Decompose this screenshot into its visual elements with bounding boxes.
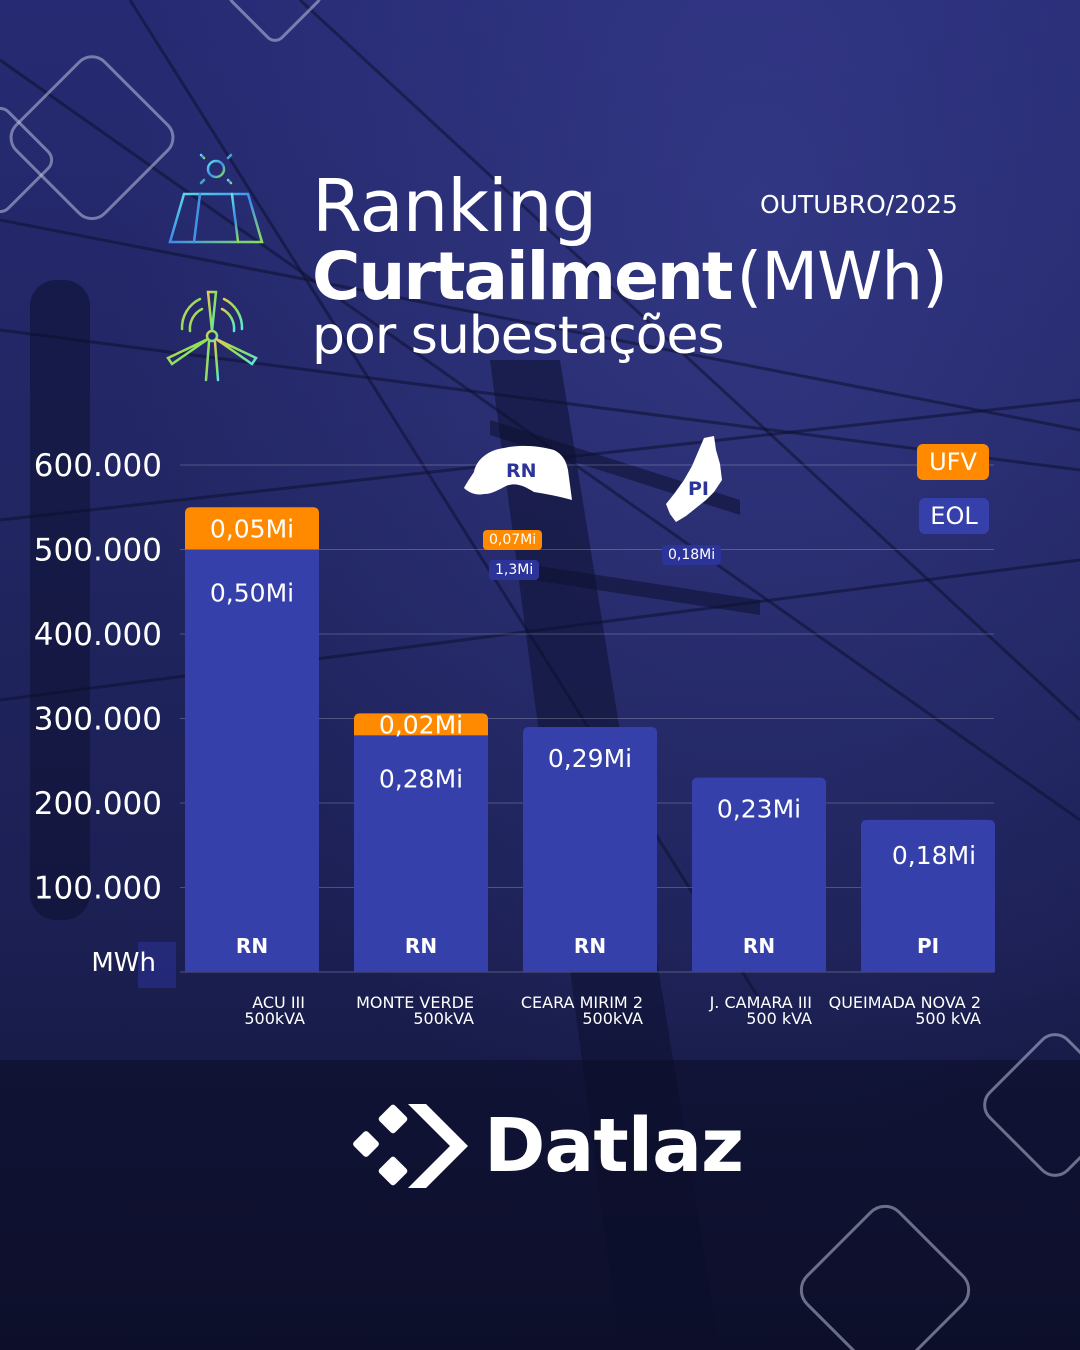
bar-eol [354, 735, 488, 972]
datlaz-logo: Datlaz [352, 1100, 744, 1192]
y-tick-label: 600.000 [34, 448, 162, 484]
title-block: Ranking Curtailment (MWh) por subestaçõe… [312, 164, 1012, 366]
title-ranking: Ranking [312, 164, 597, 248]
bar-ufv [185, 507, 319, 550]
pi-map-label: PI [688, 478, 709, 500]
datlaz-logo-icon [353, 1104, 468, 1188]
rn-ufv-total: 0,07Mi [483, 530, 543, 550]
bar-ufv [354, 713, 488, 736]
bar-ufv-label: 0,05Mi [210, 514, 294, 543]
category-label: MONTE VERDE [356, 993, 474, 1012]
pi-eol-total: 0,18Mi [662, 545, 722, 565]
category-label: J. CAMARA III [709, 993, 812, 1012]
y-tick-label: 500.000 [34, 533, 162, 569]
bar-eol-label: 0,18Mi [892, 841, 976, 870]
bar-eol [692, 777, 826, 972]
category-sublabel: 500kVA [244, 1009, 305, 1028]
bar-ufv-label: 0,02Mi [379, 710, 463, 739]
bar-state-label: RN [405, 934, 437, 958]
y-tick-label: 300.000 [34, 702, 162, 738]
category-sublabel: 500kVA [413, 1009, 474, 1028]
rn-map-label: RN [506, 460, 537, 482]
y-tick-label: 200.000 [34, 786, 162, 822]
category-sublabel: 500 kVA [746, 1009, 812, 1028]
category-sublabel: 500kVA [582, 1009, 643, 1028]
wind-turbine-icon [164, 290, 260, 388]
bar-eol [185, 549, 319, 972]
category-sublabel: 500 kVA [915, 1009, 981, 1028]
y-tick-label: 100.000 [34, 871, 162, 907]
bar-state-label: RN [236, 934, 268, 958]
bar-state-label: PI [917, 934, 939, 958]
title-line-2: Curtailment (MWh) [312, 238, 948, 315]
rn-eol-total: 1,3Mi [489, 560, 540, 580]
month-label: OUTUBRO/2025 [760, 190, 958, 219]
bar-eol-label: 0,29Mi [548, 744, 632, 773]
unit-label-box [138, 942, 176, 988]
legend-ufv: UFV [917, 444, 989, 480]
category-label: QUEIMADA NOVA 2 [829, 993, 981, 1012]
category-label: ACU III [252, 993, 305, 1012]
bar-state-label: RN [743, 934, 775, 958]
bar-eol [523, 726, 657, 972]
brand-name: Datlaz [484, 1103, 744, 1189]
title-subtitle: por subestações [312, 306, 725, 366]
bar-eol [861, 819, 995, 972]
bar-eol-label: 0,50Mi [210, 579, 294, 608]
solar-panel-icon [168, 150, 264, 264]
unit-label: MWh [91, 948, 156, 978]
pi-map-icon [666, 436, 722, 522]
bar-eol-label: 0,23Mi [717, 795, 801, 824]
title-curtailment: Curtailment [312, 238, 733, 315]
category-label: CEARA MIRIM 2 [521, 993, 643, 1012]
rn-map-icon [464, 445, 572, 500]
bar-eol-label: 0,28Mi [379, 764, 463, 793]
title-unit: (MWh) [736, 238, 948, 315]
y-tick-label: 400.000 [34, 617, 162, 653]
legend-eol: EOL [919, 498, 989, 534]
bar-state-label: RN [574, 934, 606, 958]
